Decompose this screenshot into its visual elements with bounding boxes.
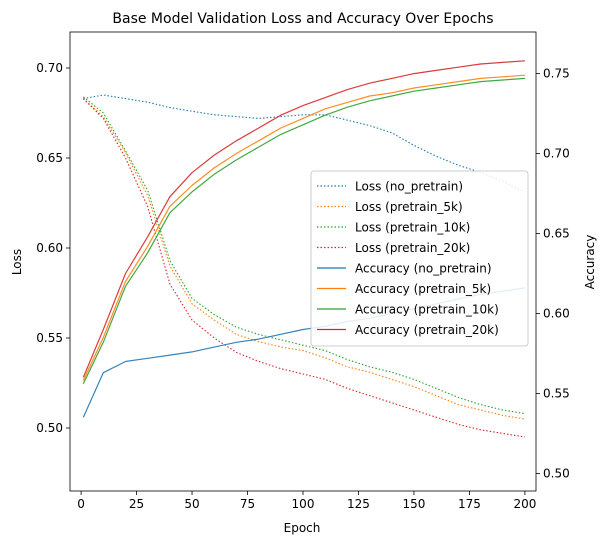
y-left-tick-label: 0.65 [36,151,63,165]
y-right-tick-label: 0.55 [543,386,570,400]
y-axis-left-label: Loss [10,249,24,275]
legend-label: Loss (no_pretrain) [355,180,463,194]
y-axis-right-label: Accuracy [583,235,597,290]
chart-title: Base Model Validation Loss and Accuracy … [112,11,493,27]
y-left-tick-label: 0.60 [36,241,63,255]
y-right-tick-label: 0.65 [543,227,570,241]
series-line-7 [82,60,525,378]
x-tick-label: 0 [77,497,85,511]
x-tick-label: 175 [458,497,481,511]
x-tick-label: 150 [402,497,425,511]
y-right-tick-label: 0.75 [543,67,570,81]
series-line-3 [82,98,525,438]
x-tick-label: 25 [129,497,144,511]
legend-label: Loss (pretrain_5k) [355,200,463,214]
legend: Loss (no_pretrain) Loss (pretrain_5k) Loss… [310,170,529,347]
x-tick-label: 100 [292,497,315,511]
x-tick-label: 50 [184,497,199,511]
legend-label: Accuracy (no_pretrain) [355,262,492,276]
y-right-tick-label: 0.70 [543,147,570,161]
legend-label: Loss (pretrain_20k) [355,241,470,255]
x-axis-label: Epoch [284,521,321,535]
legend-label: Accuracy (pretrain_20k) [355,323,499,337]
legend-label: Accuracy (pretrain_10k) [355,303,499,317]
x-tick-label: 125 [347,497,370,511]
series-line-2 [82,96,525,415]
series-line-5 [82,74,525,381]
axes-layer: 0 25 50 75 100 125 150 175 200 0.50 0.55 0.60 0.65 0.… [36,61,569,511]
legend-label: Loss (pretrain_10k) [355,221,470,235]
legend-box [310,170,529,347]
series-line-0 [83,94,526,193]
legend-label: Accuracy (pretrain_5k) [355,282,491,296]
series-line-1 [82,98,525,420]
x-tick-label: 75 [240,497,255,511]
y-right-tick-label: 0.60 [543,306,570,320]
series-line-6 [82,77,525,385]
y-left-tick-label: 0.55 [36,331,63,345]
y-left-tick-label: 0.70 [36,61,63,75]
y-left-tick-label: 0.50 [36,421,63,435]
x-tick-label: 200 [513,497,536,511]
y-right-tick-label: 0.50 [543,466,570,480]
